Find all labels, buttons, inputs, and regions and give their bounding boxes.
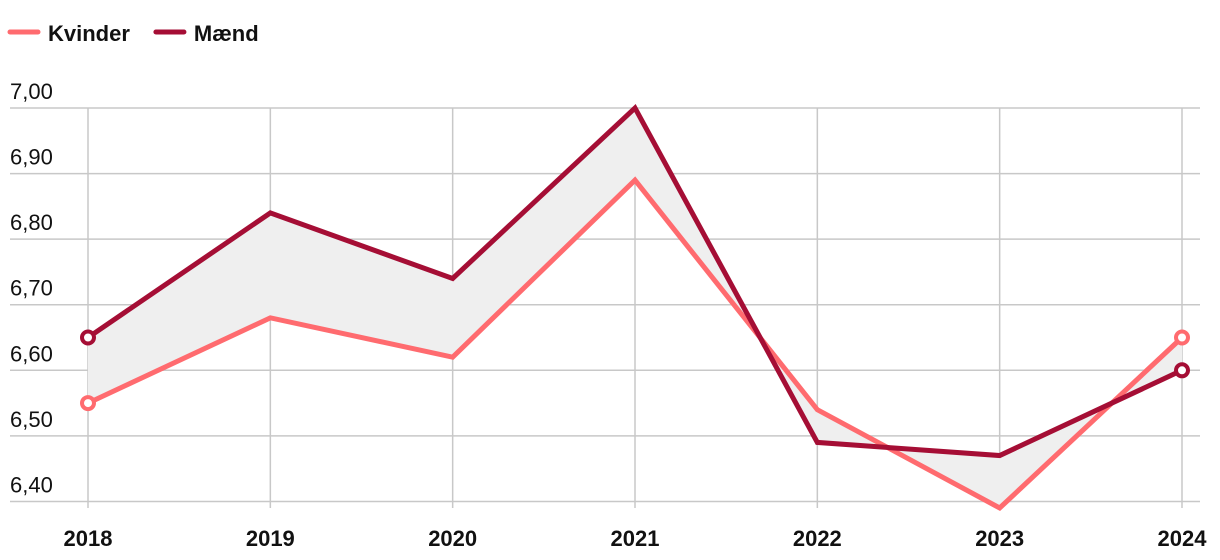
range-band xyxy=(88,108,1182,508)
x-tick-label: 2023 xyxy=(975,526,1024,551)
series-line xyxy=(86,103,1184,459)
x-tick-label: 2020 xyxy=(428,526,477,551)
end-marker xyxy=(80,329,96,346)
y-tick-label: 6,70 xyxy=(10,276,53,301)
x-tick-label: 2019 xyxy=(246,526,295,551)
x-tick-label: 2024 xyxy=(1158,526,1208,551)
y-tick-label: 6,80 xyxy=(10,210,53,235)
series-line xyxy=(86,176,1184,512)
x-tick-label: 2022 xyxy=(793,526,842,551)
y-tick-label: 6,90 xyxy=(10,145,53,170)
y-tick-label: 6,60 xyxy=(10,341,53,366)
y-tick-label: 6,40 xyxy=(10,472,53,497)
legend-label: Kvinder xyxy=(48,21,130,46)
x-tick-label: 2021 xyxy=(611,526,660,551)
y-tick-label: 7,00 xyxy=(10,79,53,104)
end-marker xyxy=(1174,362,1190,379)
y-tick-label: 6,50 xyxy=(10,407,53,432)
end-marker xyxy=(1174,329,1190,346)
x-tick-label: 2018 xyxy=(64,526,113,551)
legend-label: Mænd xyxy=(194,21,259,46)
end-marker xyxy=(80,395,96,412)
